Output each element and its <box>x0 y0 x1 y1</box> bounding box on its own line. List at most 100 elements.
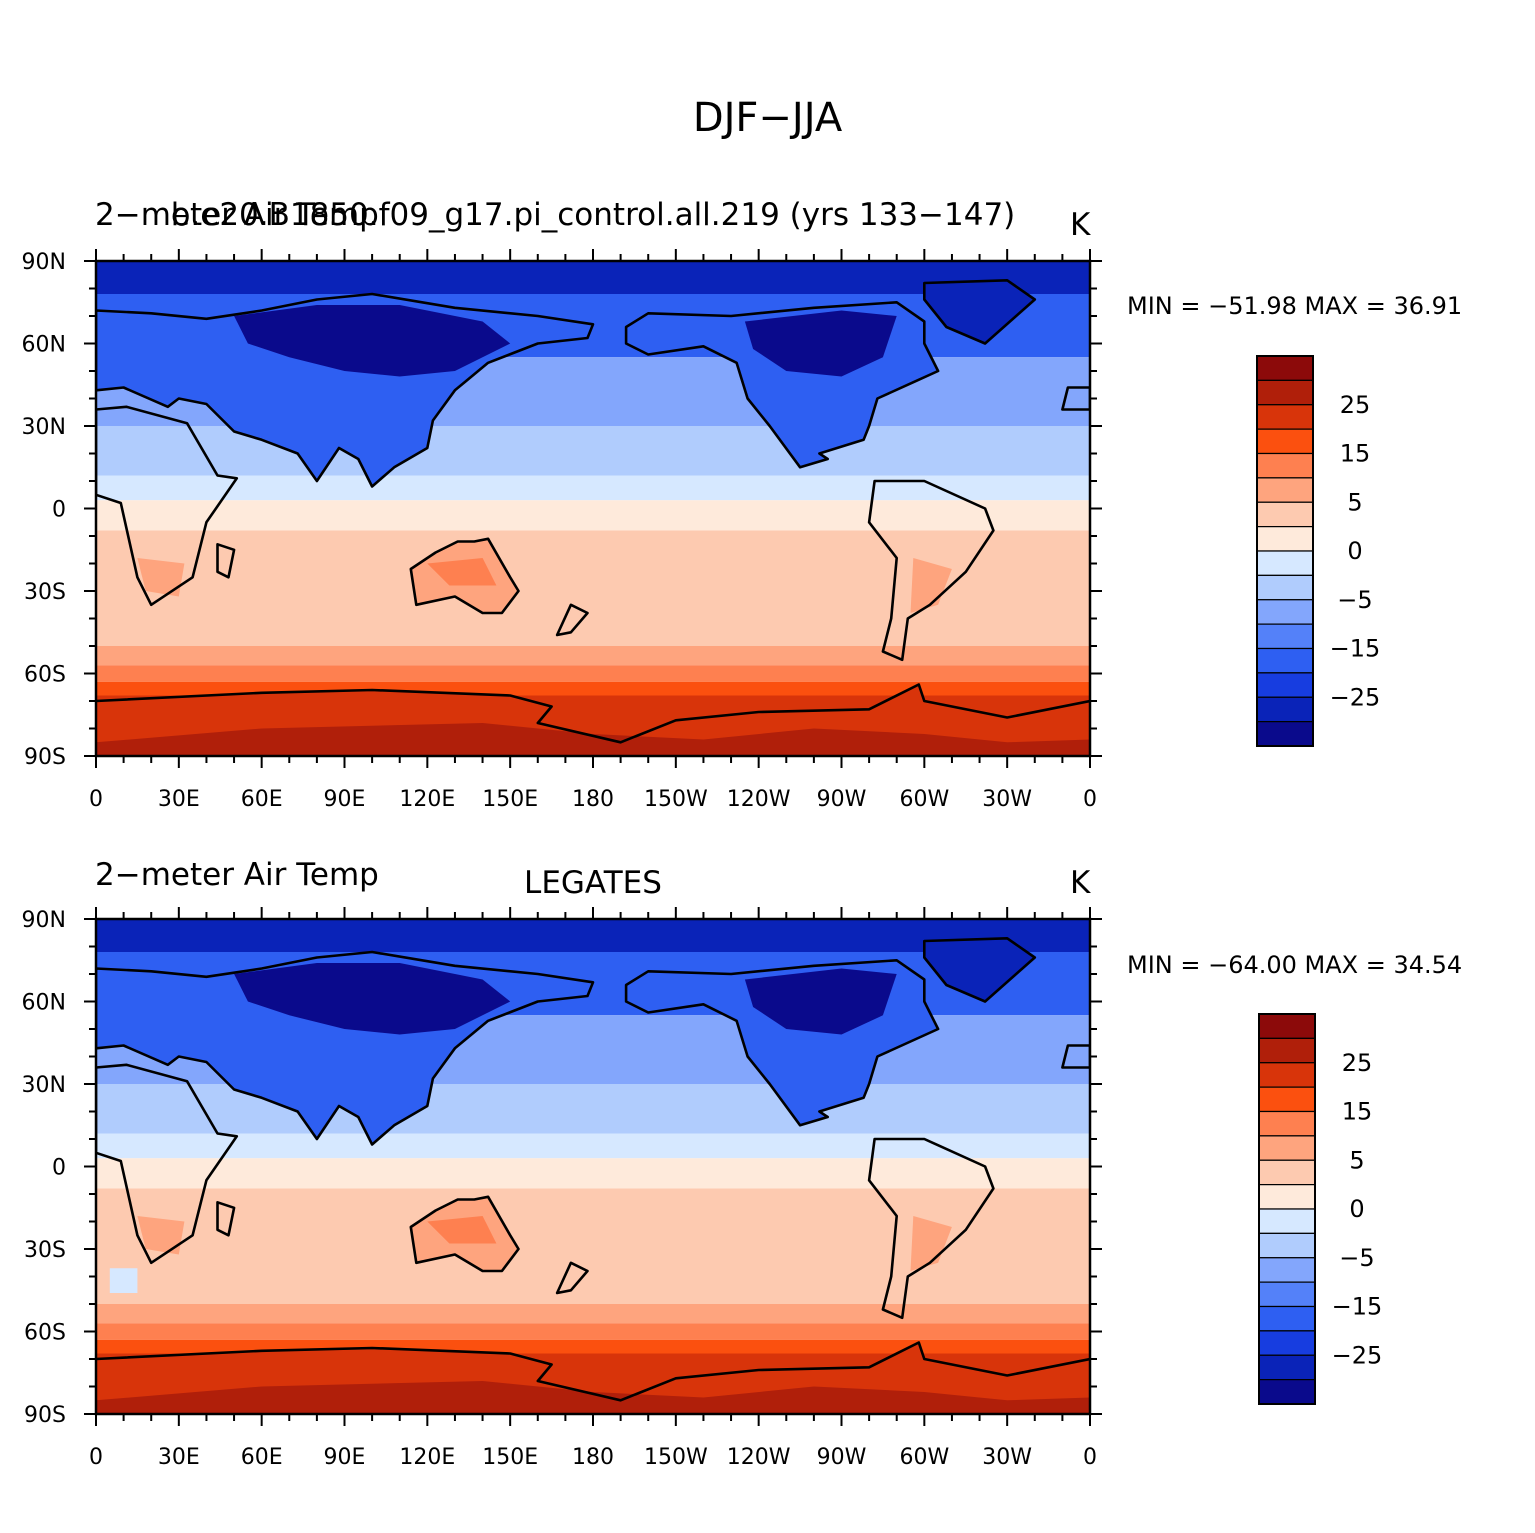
coastline <box>555 603 589 637</box>
panel1-left-string: 2−meter Air Temp <box>95 197 379 233</box>
lon-tick-label: 150E <box>482 787 538 812</box>
coastline-iberia <box>1061 386 1090 411</box>
colorbar-box <box>1258 1257 1316 1283</box>
colorbar-label: 15 <box>1340 440 1371 468</box>
lon-tick-label: 150W <box>644 1445 708 1470</box>
lon-tick-label: 30E <box>158 787 200 812</box>
colorbar-label: −5 <box>1339 1244 1374 1272</box>
colorbar-box <box>1256 404 1314 430</box>
colorbar: 25 15 5 0 −5 −15 −25 <box>1258 1013 1382 1405</box>
lat-tick-label: 60S <box>24 663 66 688</box>
colorbar-box <box>1258 1232 1316 1259</box>
australia-warm-core <box>427 558 497 586</box>
coastlines <box>96 278 1090 744</box>
lat-band <box>96 665 1090 682</box>
colorbar-box <box>1258 1159 1316 1186</box>
panel2-units: K <box>1070 865 1091 901</box>
lat-tick-label: 90N <box>22 250 66 275</box>
lon-tick-label: 150W <box>644 787 708 812</box>
lat-band <box>96 1158 1090 1189</box>
lat-tick-label: 0 <box>52 498 66 523</box>
colorbar-box <box>1256 526 1314 552</box>
colorbar: 25 15 5 0 −5 −15 −25 <box>1256 355 1381 747</box>
coastline <box>96 292 595 488</box>
lon-tick-label: 0 <box>89 1445 103 1470</box>
colorbar-box <box>1256 550 1314 576</box>
coastline <box>555 1261 589 1295</box>
colorbar-box <box>1258 1281 1316 1308</box>
colorbar-box <box>1258 1379 1316 1405</box>
lat-band <box>96 646 1090 666</box>
lon-tick-label: 60E <box>241 787 283 812</box>
colorbar-label: −25 <box>1330 683 1381 711</box>
colorbar-box <box>1258 1184 1316 1210</box>
colorbar-box <box>1258 1354 1316 1381</box>
lat-band <box>96 475 1090 501</box>
temperature-field <box>96 261 1090 756</box>
panel1-min-max: MIN = −51.98 MAX = 36.91 <box>1127 292 1463 320</box>
colorbar-box <box>1258 1305 1316 1332</box>
colorbar-box <box>1256 501 1314 528</box>
colorbar-box <box>1258 1110 1316 1137</box>
lon-tick-label: 90W <box>817 787 867 812</box>
colorbar-box <box>1256 599 1314 625</box>
colorbar-box <box>1256 623 1314 650</box>
lon-tick-label: 60W <box>899 1445 949 1470</box>
colorbar-box <box>1258 1062 1316 1088</box>
lon-tick-label: 0 <box>89 787 103 812</box>
coastline <box>409 1195 520 1273</box>
coastline <box>409 537 520 615</box>
panel1-center-string: b.e20.B1850.f09_g17.pi_control.all.219 (… <box>170 197 1016 233</box>
lon-tick-label: 150E <box>482 1445 538 1470</box>
lon-tick-label: 120W <box>727 787 791 812</box>
antarctic-coastline <box>96 683 1090 744</box>
antarctica-core <box>96 723 1090 756</box>
canada-cold-core <box>744 968 897 1035</box>
lon-tick-label: 120E <box>399 787 455 812</box>
antarctica-core <box>96 1381 1090 1414</box>
lat-tick-label: 30S <box>24 1238 66 1263</box>
panel2-left-string: 2−meter Air Temp <box>95 857 379 893</box>
lat-tick-label: 60N <box>22 333 66 358</box>
panel2-center-string: LEGATES <box>524 865 662 901</box>
colorbar-box <box>1256 355 1314 381</box>
coastline <box>96 950 595 1146</box>
coastline <box>867 479 995 662</box>
colorbar-box <box>1256 379 1314 406</box>
antarctic-coastline <box>96 1341 1090 1402</box>
south-america-warm <box>910 1216 952 1271</box>
lat-band <box>96 1323 1090 1340</box>
colorbar-label: 5 <box>1347 488 1362 516</box>
coastlines <box>96 936 1090 1402</box>
lon-tick-label: 30W <box>982 787 1032 812</box>
panel1-units: K <box>1070 207 1091 243</box>
colorbar-label: 25 <box>1342 1049 1373 1077</box>
coastline <box>624 958 940 1127</box>
colorbar-label: −15 <box>1330 635 1381 663</box>
lon-tick-label: 30E <box>158 1445 200 1470</box>
australia-warm-core <box>427 1216 497 1244</box>
lon-tick-label: 0 <box>1083 1445 1097 1470</box>
colorbar-box <box>1258 1086 1316 1113</box>
lat-tick-label: 0 <box>52 1156 66 1181</box>
lon-tick-label: 60E <box>241 1445 283 1470</box>
temperature-field <box>96 919 1090 1414</box>
colorbar-label: 25 <box>1340 391 1371 419</box>
panel2-min-max: MIN = −64.00 MAX = 34.54 <box>1127 951 1463 979</box>
coastline <box>624 300 940 469</box>
axis-ticks <box>84 249 1102 768</box>
coastline <box>867 1137 995 1320</box>
lat-tick-label: 60N <box>22 991 66 1016</box>
southern-africa-warm <box>137 1216 185 1255</box>
lat-tick-label: 60S <box>24 1321 66 1346</box>
colorbar-box <box>1258 1135 1316 1161</box>
lon-tick-label: 0 <box>1083 787 1097 812</box>
lat-tick-label: 90S <box>24 1403 66 1428</box>
lat-tick-label: 30S <box>24 580 66 605</box>
colorbar-box <box>1256 477 1314 503</box>
colorbar-label: 0 <box>1349 1195 1364 1223</box>
colorbar-label: 5 <box>1349 1146 1364 1174</box>
figure-title: DJF−JJA <box>692 95 843 141</box>
lat-band <box>96 1304 1090 1324</box>
